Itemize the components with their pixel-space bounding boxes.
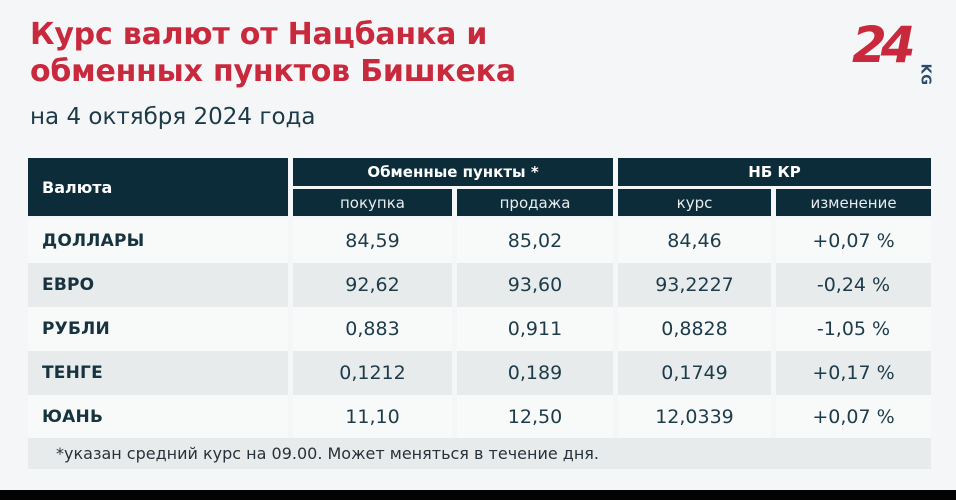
buy-value: 0,1212 bbox=[293, 351, 452, 395]
currency-name: ЮАНЬ bbox=[28, 395, 288, 439]
column-header-sell: продажа bbox=[457, 189, 613, 216]
buy-value: 11,10 bbox=[293, 395, 452, 439]
column-group-exchange-offices: Обменные пункты * bbox=[293, 158, 613, 186]
footnote: *указан средний курс на 09.00. Может мен… bbox=[28, 438, 931, 469]
column-header-change: изменение bbox=[776, 189, 931, 216]
logo-kg-suffix: KG bbox=[917, 63, 933, 86]
sell-value: 85,02 bbox=[457, 219, 613, 263]
sell-value: 12,50 bbox=[457, 395, 613, 439]
bottom-black-bar bbox=[0, 490, 956, 500]
logo-24-mark: 24 bbox=[852, 16, 916, 74]
page-title-line1: Курс валют от Нацбанка и bbox=[30, 17, 488, 52]
currency-name: ТЕНГЕ bbox=[28, 351, 288, 395]
sell-value: 0,189 bbox=[457, 351, 613, 395]
currency-name: РУБЛИ bbox=[28, 307, 288, 351]
rate-value: 84,46 bbox=[618, 219, 771, 263]
column-header-rate: курс bbox=[618, 189, 771, 216]
column-group-nbkr: НБ КР bbox=[618, 158, 931, 186]
buy-value: 84,59 bbox=[293, 219, 452, 263]
rate-value: 93,2227 bbox=[618, 263, 771, 307]
buy-value: 0,883 bbox=[293, 307, 452, 351]
column-header-currency: Валюта bbox=[28, 158, 288, 216]
sell-value: 0,911 bbox=[457, 307, 613, 351]
currency-name: ДОЛЛАРЫ bbox=[28, 219, 288, 263]
change-value: +0,07 % bbox=[776, 395, 931, 439]
change-value: +0,07 % bbox=[776, 219, 931, 263]
table-body: ДОЛЛАРЫ 84,59 85,02 84,46 +0,07 % ЕВРО 9… bbox=[28, 219, 931, 439]
table-header: Валюта Обменные пункты * НБ КР покупка п… bbox=[28, 158, 931, 216]
sell-value: 93,60 bbox=[457, 263, 613, 307]
column-header-buy: покупка bbox=[293, 189, 452, 216]
rate-value: 0,1749 bbox=[618, 351, 771, 395]
buy-value: 92,62 bbox=[293, 263, 452, 307]
rates-table: Валюта Обменные пункты * НБ КР покупка п… bbox=[28, 158, 931, 439]
change-value: -0,24 % bbox=[776, 263, 931, 307]
change-value: +0,17 % bbox=[776, 351, 931, 395]
currency-name: ЕВРО bbox=[28, 263, 288, 307]
date-subtitle: на 4 октября 2024 года bbox=[30, 104, 316, 130]
page-title: Курс валют от Нацбанка и обменных пункто… bbox=[30, 16, 516, 90]
rate-value: 12,0339 bbox=[618, 395, 771, 439]
change-value: -1,05 % bbox=[776, 307, 931, 351]
page-title-line2: обменных пунктов Бишкека bbox=[30, 54, 516, 89]
logo-24kg: 24 KG bbox=[852, 16, 938, 85]
rate-value: 0,8828 bbox=[618, 307, 771, 351]
